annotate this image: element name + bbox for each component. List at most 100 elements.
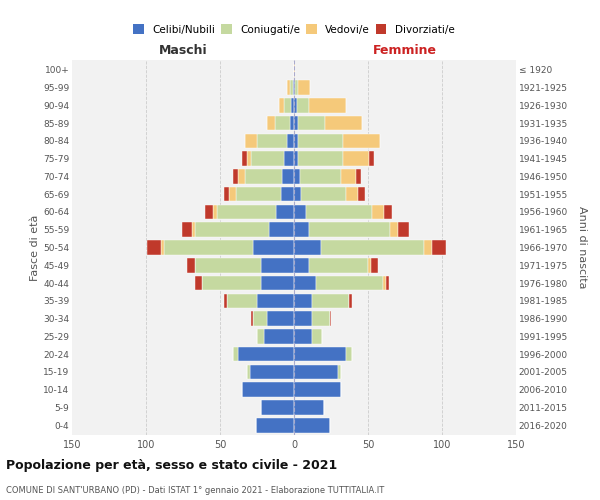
Bar — [148, 240, 161, 255]
Bar — [227, 294, 257, 308]
Bar — [245, 134, 257, 148]
Bar — [371, 258, 379, 272]
Bar — [294, 276, 316, 290]
Bar — [224, 187, 229, 202]
Bar — [390, 222, 398, 237]
Bar — [224, 294, 227, 308]
Bar — [294, 240, 320, 255]
Bar — [294, 347, 346, 362]
Bar — [309, 98, 346, 112]
Bar — [294, 187, 301, 202]
Bar — [251, 312, 253, 326]
Bar — [320, 240, 424, 255]
Bar — [257, 329, 265, 344]
Bar — [257, 134, 287, 148]
Bar — [195, 276, 202, 290]
Bar — [281, 187, 294, 202]
Bar — [294, 364, 338, 379]
Bar — [253, 240, 294, 255]
Bar — [161, 240, 164, 255]
Bar — [295, 80, 298, 95]
Bar — [247, 152, 251, 166]
Bar — [346, 187, 358, 202]
Bar — [341, 169, 356, 184]
Bar — [293, 80, 294, 95]
Bar — [431, 240, 446, 255]
Bar — [294, 98, 297, 112]
Bar — [294, 62, 295, 77]
Bar — [301, 187, 346, 202]
Bar — [325, 116, 362, 130]
Text: Maschi: Maschi — [158, 44, 208, 58]
Bar — [370, 152, 374, 166]
Bar — [298, 134, 343, 148]
Bar — [250, 364, 294, 379]
Bar — [245, 169, 282, 184]
Bar — [398, 222, 409, 237]
Bar — [294, 80, 295, 95]
Bar — [338, 364, 341, 379]
Bar — [294, 258, 309, 272]
Bar — [300, 169, 341, 184]
Bar — [309, 258, 368, 272]
Bar — [294, 169, 300, 184]
Bar — [182, 222, 192, 237]
Bar — [236, 187, 281, 202]
Bar — [368, 258, 371, 272]
Bar — [284, 152, 294, 166]
Bar — [262, 258, 294, 272]
Bar — [294, 204, 306, 219]
Bar — [279, 98, 284, 112]
Bar — [294, 418, 329, 432]
Bar — [287, 134, 294, 148]
Bar — [294, 134, 298, 148]
Bar — [312, 312, 329, 326]
Bar — [316, 276, 383, 290]
Bar — [294, 222, 309, 237]
Bar — [294, 294, 312, 308]
Text: Popolazione per età, sesso e stato civile - 2021: Popolazione per età, sesso e stato civil… — [6, 460, 337, 472]
Bar — [298, 116, 325, 130]
Bar — [251, 152, 284, 166]
Bar — [282, 169, 294, 184]
Legend: Celibi/Nubili, Coniugati/e, Vedovi/e, Divorziati/e: Celibi/Nubili, Coniugati/e, Vedovi/e, Di… — [129, 20, 459, 39]
Bar — [268, 116, 275, 130]
Bar — [195, 258, 262, 272]
Bar — [242, 152, 247, 166]
Bar — [247, 364, 250, 379]
Bar — [294, 400, 323, 414]
Bar — [205, 204, 212, 219]
Bar — [312, 294, 349, 308]
Bar — [356, 169, 361, 184]
Bar — [195, 222, 269, 237]
Bar — [262, 276, 294, 290]
Bar — [284, 98, 291, 112]
Bar — [294, 329, 312, 344]
Bar — [253, 312, 268, 326]
Bar — [343, 134, 380, 148]
Bar — [329, 312, 331, 326]
Bar — [242, 382, 294, 397]
Bar — [164, 240, 253, 255]
Bar — [238, 169, 245, 184]
Bar — [294, 312, 312, 326]
Bar — [298, 152, 343, 166]
Bar — [275, 116, 290, 130]
Bar — [349, 294, 352, 308]
Bar — [202, 276, 262, 290]
Y-axis label: Anni di nascita: Anni di nascita — [577, 206, 587, 289]
Bar — [297, 98, 309, 112]
Bar — [217, 204, 276, 219]
Bar — [383, 276, 386, 290]
Bar — [373, 204, 384, 219]
Bar — [424, 240, 431, 255]
Bar — [212, 204, 217, 219]
Bar — [262, 400, 294, 414]
Bar — [343, 152, 370, 166]
Bar — [229, 187, 236, 202]
Bar — [309, 222, 390, 237]
Bar — [276, 204, 294, 219]
Bar — [233, 347, 238, 362]
Bar — [290, 116, 294, 130]
Bar — [312, 329, 322, 344]
